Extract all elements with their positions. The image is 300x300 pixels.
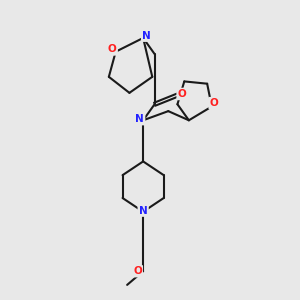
Text: O: O	[210, 98, 218, 108]
Text: N: N	[139, 206, 148, 216]
Text: O: O	[108, 44, 117, 54]
Text: N: N	[142, 31, 151, 41]
Text: N: N	[135, 114, 144, 124]
Text: O: O	[133, 266, 142, 276]
Text: O: O	[178, 89, 186, 99]
